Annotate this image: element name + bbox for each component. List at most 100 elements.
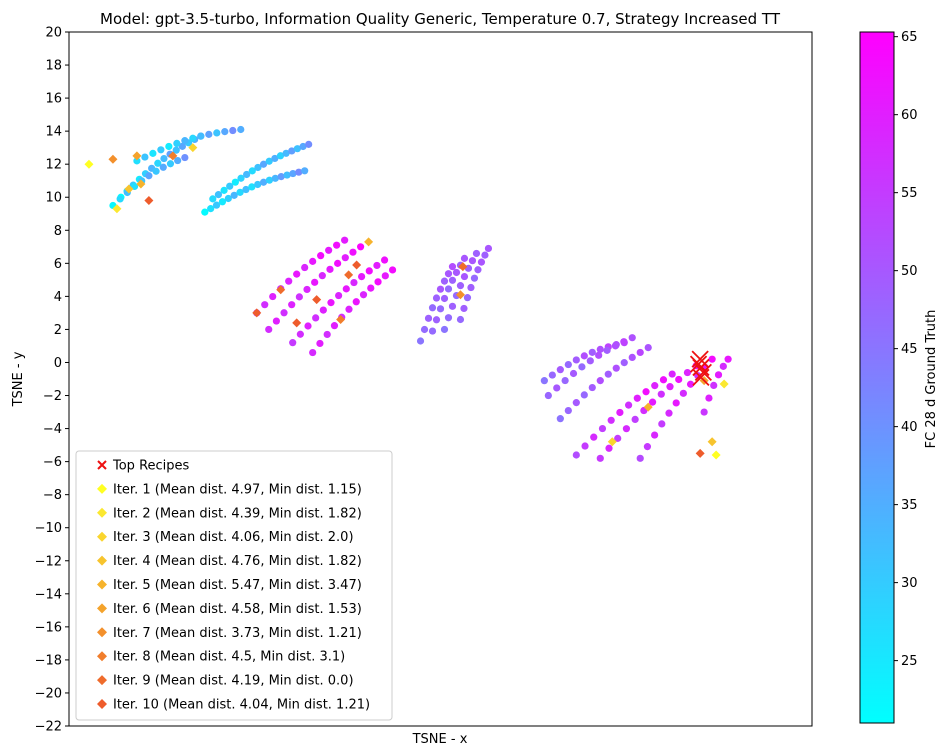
scatter-point: [477, 258, 486, 266]
scatter-point: [271, 174, 279, 182]
scatter-point: [611, 342, 620, 350]
legend-item: Iter. 1 (Mean dist. 4.97, Min dist. 1.15…: [97, 482, 362, 497]
legend-label: Iter. 10 (Mean dist. 4.04, Min dist. 1.2…: [113, 698, 370, 713]
legend-diamond-icon: [97, 699, 107, 709]
scatter-point: [474, 266, 482, 274]
iteration-marker: [455, 290, 465, 300]
y-tick-label: −4: [43, 422, 62, 437]
iteration-marker: [188, 143, 198, 153]
y-tick-label: −16: [35, 620, 62, 635]
scatter-point: [658, 420, 666, 428]
scatter-point: [456, 282, 465, 290]
scatter-point: [160, 154, 168, 163]
scatter-point: [683, 368, 692, 377]
scatter-point: [236, 188, 244, 196]
legend-item: Iter. 3 (Mean dist. 4.06, Min dist. 2.0): [97, 530, 354, 545]
y-tick-label: 16: [45, 92, 62, 107]
scatter-point: [644, 344, 652, 352]
scatter-point: [456, 315, 465, 324]
scatter-point: [325, 246, 333, 254]
scatter-point: [556, 415, 564, 423]
legend-item: Iter. 4 (Mean dist. 4.76, Min dist. 1.82…: [97, 554, 362, 569]
legend-diamond-icon: [97, 507, 107, 518]
iteration-marker: [643, 402, 653, 412]
scatter-point: [243, 170, 251, 179]
scatter-point: [620, 359, 628, 367]
legend-item: Iter. 5 (Mean dist. 5.47, Min dist. 3.47…: [97, 578, 362, 593]
scatter-point: [289, 339, 297, 347]
scatter-point: [642, 388, 650, 396]
scatter-point: [271, 154, 279, 163]
scatter-point: [265, 157, 273, 165]
scatter-point: [172, 146, 180, 154]
colorbar-label: FC 28 d Ground Truth: [924, 310, 939, 449]
scatter-point: [643, 443, 652, 451]
scatter-point: [214, 191, 223, 199]
scatter-point: [666, 383, 674, 391]
scatter-point: [668, 370, 676, 378]
scatter-point: [622, 425, 631, 433]
scatter-point: [330, 322, 339, 330]
scatter-point: [580, 352, 588, 360]
y-tick-label: 4: [54, 290, 62, 305]
colorbar-tick-label: 50: [901, 264, 918, 279]
scatter-point: [352, 298, 360, 306]
scatter-point: [218, 198, 227, 206]
legend-label: Iter. 1 (Mean dist. 4.97, Min dist. 1.15…: [113, 482, 362, 497]
scatter-point: [470, 274, 479, 282]
iteration-marker: [458, 262, 468, 272]
legend-diamond-icon: [97, 603, 107, 614]
scatter-point: [145, 172, 153, 180]
scatter-point: [628, 334, 636, 342]
colorbar-gradient: [859, 31, 895, 724]
scatter-point: [440, 294, 449, 303]
scatter-point: [159, 163, 167, 171]
scatter-point: [605, 444, 613, 452]
scatter-point: [272, 317, 280, 325]
scatter-point: [174, 156, 182, 165]
legend-item: Iter. 2 (Mean dist. 4.39, Min dist. 1.82…: [97, 506, 362, 521]
scatter-point: [341, 236, 349, 244]
scatter-point: [460, 304, 468, 313]
scatter-point: [572, 399, 580, 407]
legend-label: Top Recipes: [112, 459, 190, 474]
legend-diamond-icon: [97, 651, 107, 662]
scatter-point: [452, 268, 461, 277]
scatter-point: [350, 278, 358, 287]
colorbar-tick-label: 40: [901, 420, 918, 435]
iteration-marker: [312, 295, 322, 305]
scatter-point: [296, 330, 304, 338]
scatter-point: [359, 291, 368, 299]
iteration-marker: [344, 270, 354, 280]
scatter-point: [349, 248, 357, 256]
legend: Top Recipes Iter. 1 (Mean dist. 4.97, Min…: [75, 450, 393, 721]
scatter-point: [590, 433, 598, 441]
scatter-point: [460, 272, 469, 281]
scatter-point: [248, 167, 256, 175]
scatter-point: [484, 244, 493, 253]
y-tick-label: −22: [35, 720, 62, 735]
legend-item: Top Recipes: [97, 459, 190, 474]
scatter-point: [293, 270, 301, 278]
iteration-marker: [707, 437, 717, 447]
scatter-point: [420, 325, 429, 334]
scatter-point: [686, 380, 695, 388]
scatter-point: [596, 454, 604, 462]
scatter-point: [374, 278, 382, 286]
scatter-point: [323, 330, 331, 339]
scatter-point: [342, 285, 350, 293]
y-tick-label: 0: [54, 356, 62, 371]
scatter-point: [277, 173, 285, 181]
scatter-point: [714, 371, 723, 379]
scatter-point: [205, 130, 213, 138]
y-tick-label: −18: [35, 653, 62, 668]
colorbar: 25 30 35 40 45 50 55 60 65 FC 28 d Ground Truth: [859, 30, 939, 724]
scatter-point: [207, 205, 215, 213]
y-tick-label: −2: [43, 389, 62, 404]
scatter-point: [149, 149, 157, 157]
scatter-point: [620, 338, 628, 346]
scatter-point: [309, 348, 317, 357]
scatter-point: [201, 208, 209, 216]
iteration-marker: [276, 285, 286, 295]
